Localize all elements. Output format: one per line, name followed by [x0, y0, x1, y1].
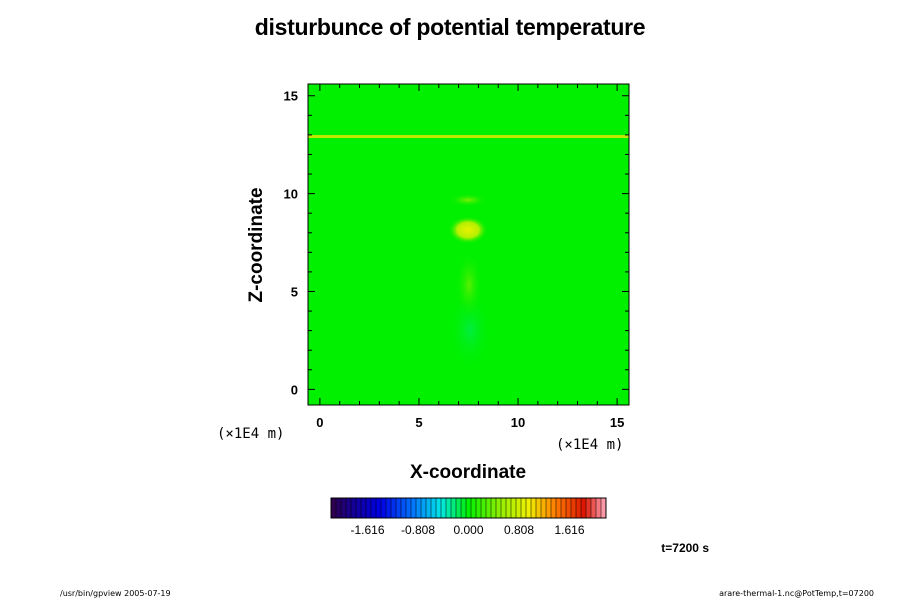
colorbar-cell [516, 498, 522, 518]
colorbar-cell [491, 498, 497, 518]
plot-area [307, 83, 630, 406]
y-axis-label: Z-coordinate [246, 187, 267, 302]
y-tick-label: 5 [291, 284, 298, 299]
colorbar-cell [346, 498, 352, 518]
x-tick-label: 0 [316, 415, 323, 430]
time-label: t=7200 s [661, 541, 709, 555]
colorbar-cell [436, 498, 442, 518]
colorbar-tick-label: 0.000 [453, 523, 483, 537]
colorbar-cell [406, 498, 412, 518]
colorbar-cell [366, 498, 372, 518]
colorbar-cell [541, 498, 547, 518]
colorbar-cell [376, 498, 382, 518]
colorbar-cell [576, 498, 582, 518]
lower-plume [448, 290, 492, 370]
y-tick-label: 15 [284, 89, 298, 104]
colorbar-cell [401, 498, 407, 518]
colorbar-cell [391, 498, 397, 518]
colorbar-cell [496, 498, 502, 518]
colorbar-cell [451, 498, 457, 518]
colorbar-cell [381, 498, 387, 518]
colorbar-cell [461, 498, 467, 518]
plot-frame [307, 83, 630, 406]
colorbar-cell [446, 498, 452, 518]
colorbar-cell [531, 498, 537, 518]
colorbar-cell [586, 498, 592, 518]
axis-ticks [308, 84, 629, 405]
colorbar-cell [526, 498, 532, 518]
colorbar-cell [411, 498, 417, 518]
colorbar-cell [471, 498, 477, 518]
colorbar [330, 497, 607, 519]
colorbar-cell [591, 498, 597, 518]
colorbar-cell [396, 498, 402, 518]
colorbar-cell [361, 498, 367, 518]
colorbar-cell [506, 498, 512, 518]
z-unit-label: (×1E4 m) [556, 437, 623, 453]
colorbar-cell [416, 498, 422, 518]
y-tick-label: 0 [291, 382, 298, 397]
colorbar-cell [556, 498, 562, 518]
x-axis-label: X-coordinate [410, 462, 526, 483]
y-tick-label: 10 [284, 187, 298, 202]
colorbar-cell [551, 498, 557, 518]
colorbar-tick-label: -0.808 [401, 523, 435, 537]
colorbar-cell [481, 498, 487, 518]
colorbar-tick-label: 1.616 [554, 523, 584, 537]
colorbar-cell [521, 498, 527, 518]
chart-title: disturbunce of potential temperature [254, 14, 646, 40]
colorbar-cell [431, 498, 437, 518]
footer-source: arare-thermal-1.nc@PotTemp,t=07200 [719, 589, 874, 598]
x-tick-label: 15 [610, 415, 624, 430]
plume-stem [455, 250, 483, 320]
upper-cap [448, 193, 488, 207]
colorbar-cell [371, 498, 377, 518]
colorbar-labels: -1.616 -0.808 0.000 0.808 1.616 [350, 523, 584, 537]
colorbar-cell [351, 498, 357, 518]
colorbar-frame [330, 497, 607, 519]
x-tick-label: 5 [415, 415, 422, 430]
thermal-cap [448, 216, 488, 244]
colorbar-cell [466, 498, 472, 518]
colorbar-cell [566, 498, 572, 518]
colorbar-cell [456, 498, 462, 518]
colorbar-cell [356, 498, 362, 518]
colorbar-cell [536, 498, 542, 518]
colorbar-cell [476, 498, 482, 518]
colorbar-cell [336, 498, 342, 518]
colorbar-cell [601, 498, 607, 518]
x-unit-label: (×1E4 m) [217, 426, 284, 442]
colorbar-tick-label: -1.616 [350, 523, 384, 537]
colorbar-cell [581, 498, 587, 518]
colorbar-cell [511, 498, 517, 518]
colorbar-cell [561, 498, 567, 518]
colorbar-cell [501, 498, 507, 518]
field-features [308, 135, 629, 370]
colorbar-cell [421, 498, 427, 518]
colorbar-cell [546, 498, 552, 518]
tick-labels: 0 5 10 15 0 5 10 15 [284, 89, 625, 430]
colorbar-cell [386, 498, 392, 518]
x-tick-label: 10 [511, 415, 525, 430]
colorbar-cell [441, 498, 447, 518]
colorbar-cell [331, 498, 337, 518]
footer-command: /usr/bin/gpview 2005-07-19 [60, 589, 171, 598]
colorbar-cell [341, 498, 347, 518]
colorbar-cell [596, 498, 602, 518]
colorbar-tick-label: 0.808 [504, 523, 534, 537]
colorbar-cell [426, 498, 432, 518]
colorbar-cell [571, 498, 577, 518]
colorbar-cell [486, 498, 492, 518]
horizontal-band [308, 135, 629, 138]
